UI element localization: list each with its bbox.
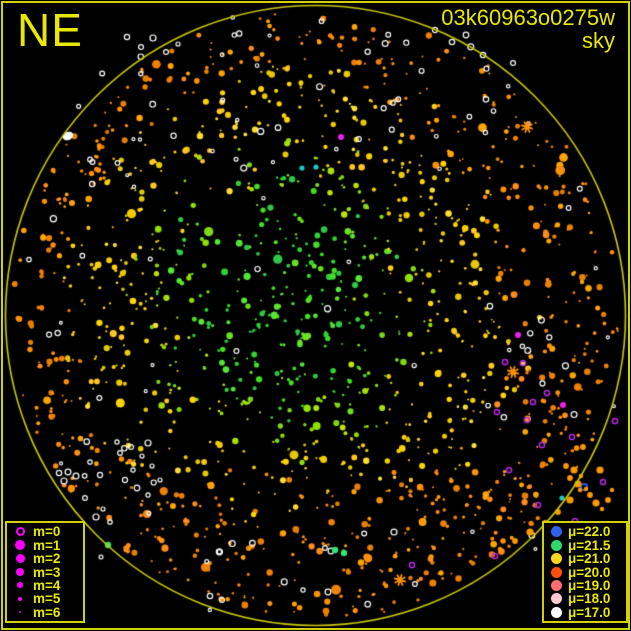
magnitude-legend-swatch (7, 611, 33, 614)
mu-legend-label: μ=21.0 (568, 551, 611, 567)
mu-legend-swatch (544, 593, 568, 605)
mu-legend-row: μ=19.0 (544, 577, 626, 593)
mu-legend-swatch (544, 606, 568, 618)
mu-legend-swatch (544, 566, 568, 578)
magnitude-legend-row: m=3 (7, 564, 83, 580)
mu-legend-row: μ=22.0 (544, 524, 626, 540)
mu-legend-swatch (544, 539, 568, 551)
mu-legend-label: μ=17.0 (568, 604, 611, 620)
magnitude-legend-label: m=6 (33, 604, 61, 620)
plot-titles: 03k60963o0275w sky (441, 6, 615, 52)
magnitude-legend-swatch (7, 568, 33, 576)
mu-legend-label: μ=20.0 (568, 564, 611, 580)
mu-legend-label: μ=22.0 (568, 524, 611, 540)
magnitude-legend-swatch (7, 596, 33, 601)
orientation-label: NE (17, 4, 83, 56)
magnitude-legend-row: m=1 (7, 537, 83, 553)
magnitude-legend-swatch (7, 554, 33, 564)
magnitude-legend-label: m=5 (33, 591, 61, 607)
mu-legend-row: μ=20.0 (544, 564, 626, 580)
plot-subtitle: sky (582, 28, 615, 53)
magnitude-legend-label: m=0 (33, 524, 61, 540)
magnitude-legend-label: m=1 (33, 537, 61, 553)
mu-legend-row: μ=17.0 (544, 604, 626, 620)
mu-legend-swatch (544, 526, 568, 538)
mu-legend-swatch (544, 579, 568, 591)
magnitude-legend-swatch (7, 540, 33, 551)
mu-legend-row: μ=21.0 (544, 551, 626, 567)
mu-legend: μ=22.0 μ=21.5 μ=21.0 μ=20.0 μ=19.0 μ=18.0 μ=17… (542, 521, 628, 623)
magnitude-legend-label: m=4 (33, 577, 61, 593)
mu-legend-label: μ=19.0 (568, 577, 611, 593)
mu-legend-row: μ=18.0 (544, 591, 626, 607)
magnitude-legend-row: m=4 (7, 577, 83, 593)
magnitude-legend-row: m=0 (7, 524, 83, 540)
plot-title: 03k60963o0275w (441, 5, 615, 30)
magnitude-legend-row: m=6 (7, 604, 83, 620)
magnitude-legend-label: m=3 (33, 564, 61, 580)
mu-legend-swatch (544, 553, 568, 565)
magnitude-legend-label: m=2 (33, 551, 61, 567)
mu-legend-row: μ=21.5 (544, 537, 626, 553)
mu-legend-label: μ=21.5 (568, 537, 611, 553)
magnitude-legend-swatch (7, 527, 33, 537)
magnitude-legend-row: m=2 (7, 551, 83, 567)
magnitude-legend: m=0 m=1 m=2 m=3 m=4 m=5 m=6 (5, 521, 85, 623)
mu-legend-label: μ=18.0 (568, 591, 611, 607)
magnitude-legend-swatch (7, 582, 33, 589)
magnitude-legend-row: m=5 (7, 591, 83, 607)
